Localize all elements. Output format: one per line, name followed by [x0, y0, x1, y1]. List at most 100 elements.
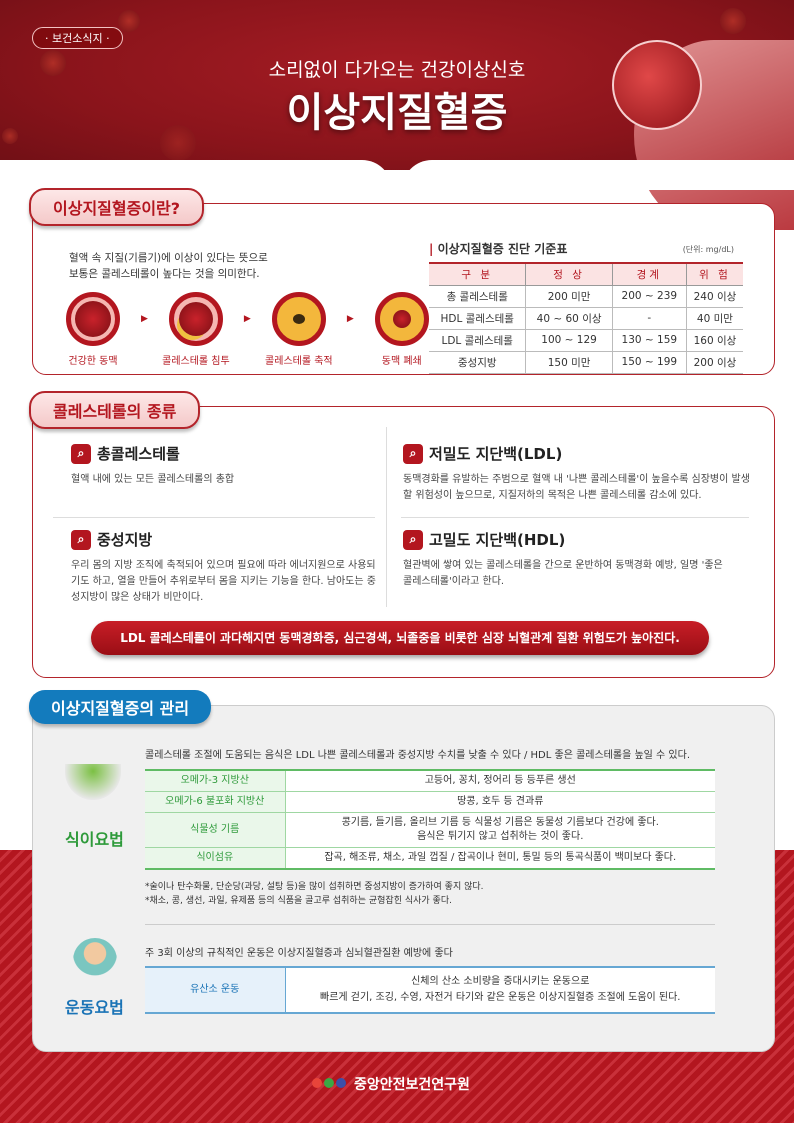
diet-value: 땅콩, 호두 등 견과류 [285, 791, 715, 813]
column-header: 경계 [611, 262, 687, 286]
management-tab: 이상지질혈증의 관리 [29, 690, 212, 724]
artery-icon [66, 292, 120, 346]
diet-value: 고등어, 꽁치, 정어리 등 등푸른 생선 [285, 769, 715, 792]
stage-penetration: 콜레스테롤 침투 [162, 292, 230, 367]
cell: 40 ~ 60 이상 [525, 306, 613, 330]
divider [401, 517, 749, 518]
diet-notes: *술이나 탄수화물, 단순당(과당, 설탕 등)을 많이 섭취하면 중성지방이 … [145, 880, 484, 908]
exercise-key: 유산소 운동 [145, 966, 286, 1014]
header-notch-right [402, 160, 794, 190]
cell: 200 미만 [525, 284, 613, 308]
magnifier-icon: ⌕ [71, 529, 91, 550]
note-line: *술이나 탄수화물, 단순당(과당, 설탕 등)을 많이 섭취하면 중성지방이 … [145, 882, 484, 892]
header-notch-left [0, 160, 392, 190]
arrow-right-icon: ▶ [141, 314, 148, 324]
about-description: 혈액 속 지질(기름기)에 이상이 있다는 뜻으로 보통은 콜레스테롤이 높다는… [69, 250, 268, 282]
type-hdl: ⌕ 고밀도 지단백(HDL) 혈관벽에 쌓여 있는 콜레스테롤을 간으로 운반하여 … [403, 529, 733, 590]
divider [53, 517, 375, 518]
note-line: *채소, 콩, 생선, 과일, 유제품 등의 식품을 골고루 섭취하는 균형잡힌… [145, 896, 452, 906]
column-header: 위 험 [685, 262, 743, 286]
about-panel: 이상지질혈증이란? 혈액 속 지질(기름기)에 이상이 있다는 뜻으로 보통은 … [29, 188, 775, 375]
virus-decoration [40, 50, 66, 76]
type-title: 중성지방 [97, 531, 153, 549]
exercise-label: 운동요법 [65, 998, 124, 1017]
desc-line: 보통은 콜레스테롤이 높다는 것을 의미한다. [69, 268, 260, 280]
cell: - [611, 306, 687, 330]
cell: 중성지방 [429, 350, 527, 374]
cell: 240 이상 [685, 284, 743, 308]
diet-value: 잡곡, 해조류, 채소, 과일 껍질 / 잡곡이나 현미, 통밀 등의 통곡식품… [285, 847, 715, 870]
cell: 130 ~ 159 [611, 328, 687, 352]
type-desc: 우리 몸의 지방 조직에 축적되어 있으며 필요에 따라 에너지원으로 사용되기… [71, 560, 376, 603]
type-total-cholesterol: ⌕ 총콜레스테롤 혈액 내에 있는 모든 콜레스테롤의 총합 [71, 443, 381, 488]
stage-label: 동맥 폐쇄 [381, 356, 422, 367]
desc-line: 혈액 속 지질(기름기)에 이상이 있다는 뜻으로 [69, 252, 268, 264]
diagnosis-table: 구 분 정 상 경계 위 험 총 콜레스테롤 200 미만 200 ~ 239 240… [429, 262, 743, 374]
table-row: 중성지방 150 미만 150 ~ 199 200 이상 [429, 350, 743, 374]
table-row: 식물성 기름 콩기름, 들기름, 올리브 기름 등 식물성 기름은 동물성 기름보… [145, 812, 715, 848]
diet-key: 식물성 기름 [145, 812, 286, 848]
cell: 100 ~ 129 [525, 328, 613, 352]
org-logo: 중앙안전보건연구원 [312, 1074, 470, 1094]
type-desc: 혈액 내에 있는 모든 콜레스테롤의 총합 [71, 474, 235, 485]
arrow-right-icon: ▶ [243, 314, 251, 324]
column-header: 정 상 [525, 262, 613, 286]
diet-value: 콩기름, 들기름, 올리브 기름 등 식물성 기름은 동물성 기름보다 건강에 … [285, 812, 715, 848]
table-row: 오메가-3 지방산 고등어, 꽁치, 정어리 등 등푸른 생선 [145, 769, 715, 792]
type-desc: 혈관벽에 쌓여 있는 콜레스테롤을 간으로 운반하여 동맥경화 예방, 일명 '… [403, 560, 723, 587]
cell: 40 미만 [685, 306, 743, 330]
magnifier-icon: ⌕ [71, 443, 91, 464]
table-row: LDL 콜레스테롤 100 ~ 129 130 ~ 159 160 이상 [429, 328, 743, 352]
table-row: 총 콜레스테롤 200 미만 200 ~ 239 240 이상 [429, 284, 743, 308]
virus-decoration [160, 125, 196, 161]
type-title: 고밀도 지단백(HDL) [429, 531, 566, 549]
diet-label: 식이요법 [65, 830, 124, 849]
exercise-person-illustration [73, 938, 117, 982]
cell: 200 이상 [685, 350, 743, 374]
diet-key: 식이섬유 [145, 847, 286, 870]
magnifier-icon: ⌕ [403, 443, 423, 464]
header-banner: · 보건소식지 · 소리없이 다가오는 건강이상신호 이상지질혈증 [0, 0, 794, 230]
type-desc: 동맥경화를 유발하는 주범으로 혈액 내 '나쁜 콜레스테롤'이 높을수록 심장… [403, 474, 750, 501]
salad-illustration [65, 764, 121, 800]
diet-key: 오메가-3 지방산 [145, 769, 286, 792]
artery-icon [168, 292, 223, 346]
cell: 160 이상 [685, 328, 743, 352]
artery-stages: 건강한 동맥 ▶ 콜레스테롤 침투 ▶ 콜레스테롤 축적 ▶ 동맥 폐쇄 [63, 292, 432, 367]
unit-label: (단위: mg/dL) [682, 245, 734, 254]
cell: HDL 콜레스테롤 [429, 306, 527, 330]
types-tab: 콜레스테롤의 종류 [29, 391, 201, 429]
magnifier-icon: ⌕ [403, 529, 423, 550]
column-header: 구 분 [429, 262, 527, 286]
org-name: 중앙안전보건연구원 [354, 1077, 470, 1093]
stage-label: 콜레스테롤 침투 [162, 356, 230, 367]
diet-key: 오메가-6 불포화 지방산 [145, 791, 286, 813]
exercise-line: 신체의 산소 소비량을 증대시키는 운동으로 [411, 976, 590, 987]
virus-decoration [720, 8, 746, 34]
table-row: 오메가-6 불포화 지방산 땅콩, 호두 등 견과류 [145, 791, 715, 813]
logo-mark-icon [312, 1076, 348, 1092]
type-ldl: ⌕ 저밀도 지단백(LDL) 동맥경화를 유발하는 주범으로 혈액 내 '나쁜 콜레… [403, 443, 753, 504]
type-title: 저밀도 지단백(LDL) [429, 445, 563, 463]
cell: 150 미만 [525, 350, 613, 374]
blood-cell-magnifier-illustration [612, 40, 702, 130]
newsletter-badge: · 보건소식지 · [32, 27, 123, 49]
cell: 총 콜레스테롤 [429, 284, 527, 308]
exercise-line: 빠르게 걷기, 조깅, 수영, 자전거 타기와 같은 운동은 이상지질혈증 조절… [320, 992, 681, 1003]
ldl-warning-banner: LDL 콜레스테롤이 과다해지면 동맥경화증, 심근경색, 뇌졸중을 비롯한 심… [91, 621, 709, 655]
diagnosis-table-title: | 이상지질혈증 진단 기준표 [429, 242, 568, 256]
about-tab: 이상지질혈증이란? [29, 188, 205, 226]
table-row: HDL 콜레스테롤 40 ~ 60 이상 -40 미만 [429, 306, 743, 330]
virus-decoration [2, 128, 18, 144]
divider [145, 924, 715, 925]
diet-value-line: 음식은 튀기지 않고 섭취하는 것이 좋다. [417, 831, 584, 842]
arrow-right-icon: ▶ [346, 314, 354, 324]
table-header-row: 구 분 정 상 경계 위 험 [429, 262, 743, 286]
stage-accumulation: 콜레스테롤 축적 [265, 292, 333, 367]
management-panel: 이상지질혈증의 관리 식이요법 콜레스테롤 조절에 도움되는 음식은 LDL 나… [29, 690, 775, 1052]
virus-decoration [118, 10, 140, 32]
stage-healthy: 건강한 동맥 [63, 292, 123, 367]
